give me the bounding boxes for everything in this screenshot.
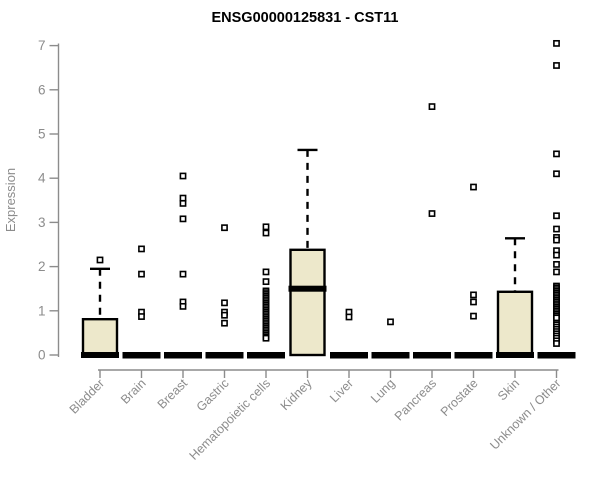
box-group <box>81 256 119 358</box>
x-tick-label: Skin <box>495 376 522 403</box>
outlier-point <box>345 313 353 321</box>
y-tick-label: 0 <box>38 348 46 363</box>
x-tick-label: Breast <box>155 376 191 412</box>
outlier-point <box>553 212 560 220</box>
outlier-point <box>470 298 477 306</box>
x-tick-label: Unknown / Other <box>487 376 563 452</box>
outlier-point <box>179 199 187 207</box>
box-group <box>371 318 410 359</box>
outlier-point <box>553 314 560 322</box>
outlier-point <box>262 334 270 342</box>
box-iqr <box>496 290 534 357</box>
outlier-point <box>262 278 270 286</box>
outlier-point <box>179 270 187 278</box>
outlier-point <box>221 299 228 307</box>
x-tick-label: Prostate <box>438 376 481 419</box>
outlier-point <box>262 223 270 231</box>
median-bar <box>122 352 161 359</box>
median-bar <box>371 352 410 359</box>
outlier-point <box>387 318 394 326</box>
y-axis-label: Expression <box>3 168 18 232</box>
outlier-point <box>262 229 270 237</box>
outlier-point <box>470 312 477 320</box>
box-iqr <box>81 317 119 357</box>
y-tick-label: 1 <box>38 303 46 318</box>
box-group <box>454 183 493 359</box>
outlier-point <box>262 268 270 276</box>
y-tick-label: 4 <box>38 171 46 186</box>
median-bar <box>247 352 285 359</box>
box-group <box>496 237 534 358</box>
outlier-point <box>221 311 228 319</box>
x-tick-label: Lung <box>368 376 398 406</box>
y-tick-label: 2 <box>38 259 46 274</box>
y-tick-label: 3 <box>38 215 46 230</box>
box-group <box>205 224 244 359</box>
outlier-point <box>553 340 560 347</box>
outlier-point <box>553 225 560 233</box>
box-iqr <box>289 248 326 357</box>
y-tick-label: 6 <box>38 82 46 97</box>
outlier-point <box>221 319 228 327</box>
outlier-point <box>138 245 145 253</box>
box-group <box>330 308 368 359</box>
outlier-point <box>179 172 187 180</box>
box-group <box>288 148 327 357</box>
y-tick-label: 7 <box>38 38 46 53</box>
median-bar <box>454 352 493 359</box>
outlier-point <box>553 39 560 47</box>
outlier-point <box>138 313 145 320</box>
x-tick-label: Kidney <box>278 376 315 413</box>
outlier-point <box>470 183 477 191</box>
median-bar <box>205 352 244 359</box>
outlier-point <box>179 302 187 310</box>
x-tick-label: Brain <box>118 376 149 407</box>
outlier-point <box>553 150 560 158</box>
chart-title: ENSG00000125831 - CST11 <box>211 10 398 26</box>
median-line <box>81 352 119 358</box>
outlier-point <box>96 256 104 264</box>
outlier-point <box>553 251 560 259</box>
outlier-point <box>553 236 560 244</box>
outlier-point <box>470 291 477 299</box>
outlier-point <box>179 215 187 223</box>
box-groups <box>81 39 576 359</box>
x-tick-label: Liver <box>327 376 356 405</box>
y-tick-label: 5 <box>38 127 46 142</box>
outlier-point <box>553 260 560 268</box>
outlier-point <box>553 268 560 276</box>
box-group <box>413 103 451 359</box>
box-group <box>537 39 576 359</box>
outlier-point <box>138 270 145 278</box>
box-group <box>247 223 285 359</box>
outlier-point <box>428 103 436 110</box>
box-group <box>122 245 161 359</box>
outlier-point <box>221 224 228 232</box>
median-bar <box>413 352 451 359</box>
x-tick-label: Bladder <box>67 376 107 416</box>
median-bar <box>330 352 368 359</box>
x-tick-label: Hematopoietic cells <box>187 376 274 463</box>
x-tick-label: Gastric <box>194 376 232 414</box>
median-line <box>288 285 327 292</box>
outlier-point <box>179 194 187 202</box>
outlier-point <box>553 62 560 69</box>
x-tick-label: Pancreas <box>392 376 439 423</box>
outlier-point <box>428 210 436 217</box>
median-bar <box>164 352 202 359</box>
median-bar <box>537 352 576 359</box>
median-line <box>496 352 534 358</box>
box-group <box>164 172 202 359</box>
outlier-point <box>553 170 560 178</box>
